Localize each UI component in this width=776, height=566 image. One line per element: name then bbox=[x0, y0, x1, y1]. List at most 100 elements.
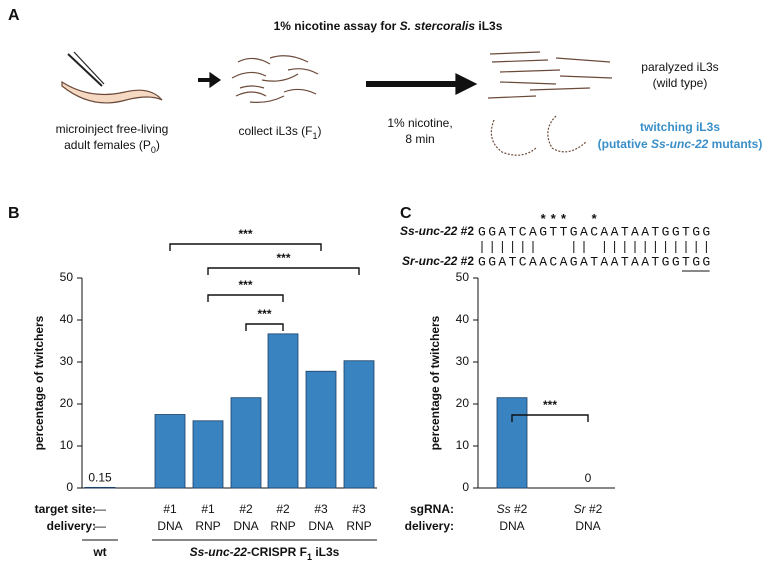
x-tick-label: Sr #2 bbox=[574, 502, 603, 516]
bar bbox=[84, 486, 116, 489]
significance-bracket bbox=[169, 243, 322, 251]
significance-label: *** bbox=[257, 307, 271, 321]
step-label-part: ) bbox=[318, 124, 322, 138]
sequence: GGATCAGTTGACAATAATGGTGG bbox=[478, 224, 713, 239]
bar bbox=[230, 397, 262, 489]
row-label: delivery: bbox=[405, 519, 454, 533]
significance-bracket bbox=[207, 294, 284, 302]
delivery-label: DNA bbox=[499, 519, 524, 533]
y-tick-label: 10 bbox=[456, 438, 470, 452]
significance-label: *** bbox=[276, 251, 290, 265]
step-label-part: adult females (P bbox=[64, 138, 151, 152]
significance-bracket bbox=[245, 323, 284, 331]
y-tick-label: 20 bbox=[60, 396, 74, 410]
row-label: sgRNA: bbox=[410, 502, 454, 516]
x-tick-label: #3 bbox=[314, 502, 328, 516]
step-label: adult females (P0) bbox=[64, 138, 160, 155]
x-tick-label: #2 bbox=[276, 502, 290, 516]
group-label: wt bbox=[92, 545, 106, 559]
x-tick-label: #2 bbox=[239, 502, 253, 516]
assay-artwork bbox=[61, 51, 613, 156]
group-label-part: 1 bbox=[307, 552, 312, 562]
value-label: 0.15 bbox=[88, 471, 112, 485]
x-tick-label: Ss #2 bbox=[497, 502, 528, 516]
x-tick-label: — bbox=[94, 502, 106, 516]
y-axis-label: percentage of twitchers bbox=[428, 315, 442, 450]
y-tick-label: 50 bbox=[456, 270, 470, 284]
row-label: target site: bbox=[35, 502, 96, 516]
sequence-name-part: Ss-unc-22 bbox=[400, 224, 458, 238]
sequence: GGATCAACAGATAATAATGGTGG bbox=[478, 254, 713, 269]
significance-bracket bbox=[511, 414, 589, 422]
step-label: microinject free-living bbox=[56, 122, 169, 136]
significance-label: *** bbox=[238, 278, 252, 292]
step-label: 8 min bbox=[405, 132, 434, 146]
group-label: Ss-unc-22-CRISPR F1 iL3s bbox=[190, 545, 340, 562]
value-label: 0 bbox=[585, 471, 592, 485]
bar bbox=[192, 420, 224, 489]
y-tick-label: 20 bbox=[456, 396, 470, 410]
x-tick-label-part: Sr bbox=[574, 502, 587, 516]
y-tick-label: 40 bbox=[456, 312, 470, 326]
assay-title-part: 1% nicotine assay for bbox=[274, 19, 400, 33]
step-label-part: 0 bbox=[151, 145, 156, 155]
y-axis-label: percentage of twitchers bbox=[32, 315, 46, 450]
y-tick-label: 30 bbox=[456, 354, 470, 368]
bar bbox=[343, 360, 375, 489]
x-tick-label-part: #2 bbox=[511, 502, 528, 516]
delivery-label: DNA bbox=[157, 519, 182, 533]
step-label-part: collect iL3s (F bbox=[238, 124, 312, 138]
step-label-part: ) bbox=[156, 138, 160, 152]
step-label: 1% nicotine, bbox=[387, 116, 452, 130]
x-tick-label: #1 bbox=[201, 502, 215, 516]
significance-bracket bbox=[207, 267, 360, 275]
panel-letter: B bbox=[8, 205, 20, 222]
assay-title-part: S. stercoralis bbox=[400, 19, 476, 33]
panel-letter: C bbox=[400, 205, 412, 222]
y-tick-label: 30 bbox=[60, 354, 74, 368]
group-label-part: iL3s bbox=[312, 545, 340, 559]
x-tick-label: #3 bbox=[352, 502, 366, 516]
sequence-name: Ss-unc-22 #2 bbox=[400, 224, 474, 238]
group-label-part: wt bbox=[92, 545, 106, 559]
step-label: collect iL3s (F1) bbox=[238, 124, 321, 141]
outcome-label-part: mutants) bbox=[708, 137, 762, 151]
step-label-part: 1 bbox=[313, 131, 318, 141]
delivery-label: — bbox=[94, 519, 106, 533]
delivery-label: RNP bbox=[195, 519, 220, 533]
outcome-label-part: (putative bbox=[598, 137, 651, 151]
sequence-name-part: #2 bbox=[457, 224, 474, 238]
outcome-label: paralyzed iL3s bbox=[641, 60, 718, 74]
y-tick-label: 10 bbox=[60, 438, 74, 452]
outcome-label-part: Ss-unc-22 bbox=[651, 137, 709, 151]
outcome-label: (putative Ss-unc-22 mutants) bbox=[598, 137, 763, 151]
delivery-label: DNA bbox=[308, 519, 333, 533]
assay-title: 1% nicotine assay for S. stercoralis iL3… bbox=[274, 19, 503, 33]
group-label-part: -CRISPR F bbox=[247, 545, 307, 559]
x-tick-label: #1 bbox=[163, 502, 177, 516]
delivery-label: DNA bbox=[233, 519, 258, 533]
x-tick-label-part: #2 bbox=[586, 502, 603, 516]
mismatch-marks: *** * bbox=[478, 212, 600, 227]
significance-label: *** bbox=[543, 398, 557, 412]
sequence-name-part: Sr-unc-22 bbox=[402, 254, 458, 268]
bar bbox=[496, 397, 528, 489]
panel-letter: A bbox=[8, 7, 20, 24]
bar bbox=[305, 370, 337, 489]
y-tick-label: 0 bbox=[462, 480, 469, 494]
delivery-label: RNP bbox=[270, 519, 295, 533]
delivery-label: DNA bbox=[575, 519, 600, 533]
y-tick-label: 40 bbox=[60, 312, 74, 326]
y-tick-label: 0 bbox=[66, 480, 73, 494]
delivery-label: RNP bbox=[346, 519, 371, 533]
x-tick-label-part: Ss bbox=[497, 502, 511, 516]
sequence-name: Sr-unc-22 #2 bbox=[402, 254, 474, 268]
outcome-label: (wild type) bbox=[653, 76, 708, 90]
bar bbox=[154, 414, 186, 489]
row-label: delivery: bbox=[47, 519, 96, 533]
group-label-part: Ss-unc-22 bbox=[190, 545, 248, 559]
y-tick-label: 50 bbox=[60, 270, 74, 284]
outcome-label: twitching iL3s bbox=[640, 120, 720, 134]
bar bbox=[267, 333, 299, 489]
